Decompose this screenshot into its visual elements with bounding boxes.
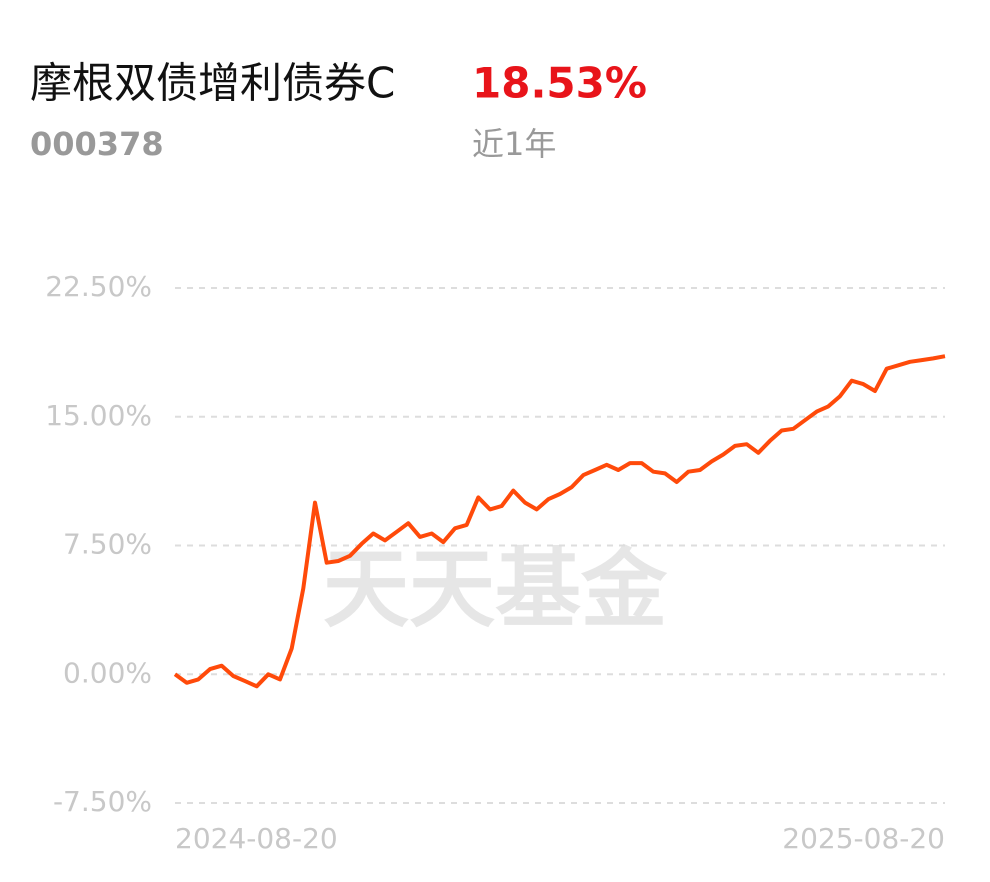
y-tick-label: 7.50% <box>63 528 152 561</box>
period: 近1年 <box>472 125 556 163</box>
y-tick-label: 22.50% <box>45 270 152 303</box>
y-tick-label: -7.50% <box>53 785 152 818</box>
y-tick-label: 0.00% <box>63 656 152 689</box>
x-tick-label: 2024-08-20 <box>175 822 338 855</box>
fund-code: 000378 <box>30 125 164 163</box>
line <box>173 354 946 689</box>
y-tick-label: 15.00% <box>45 399 152 432</box>
fund-name: 摩根双债增利债券C <box>30 59 395 108</box>
fund-return: 18.53% <box>472 59 647 108</box>
watermark: 天天基金 <box>323 539 668 639</box>
x-tick-label: 2025-08-20 <box>782 822 945 855</box>
